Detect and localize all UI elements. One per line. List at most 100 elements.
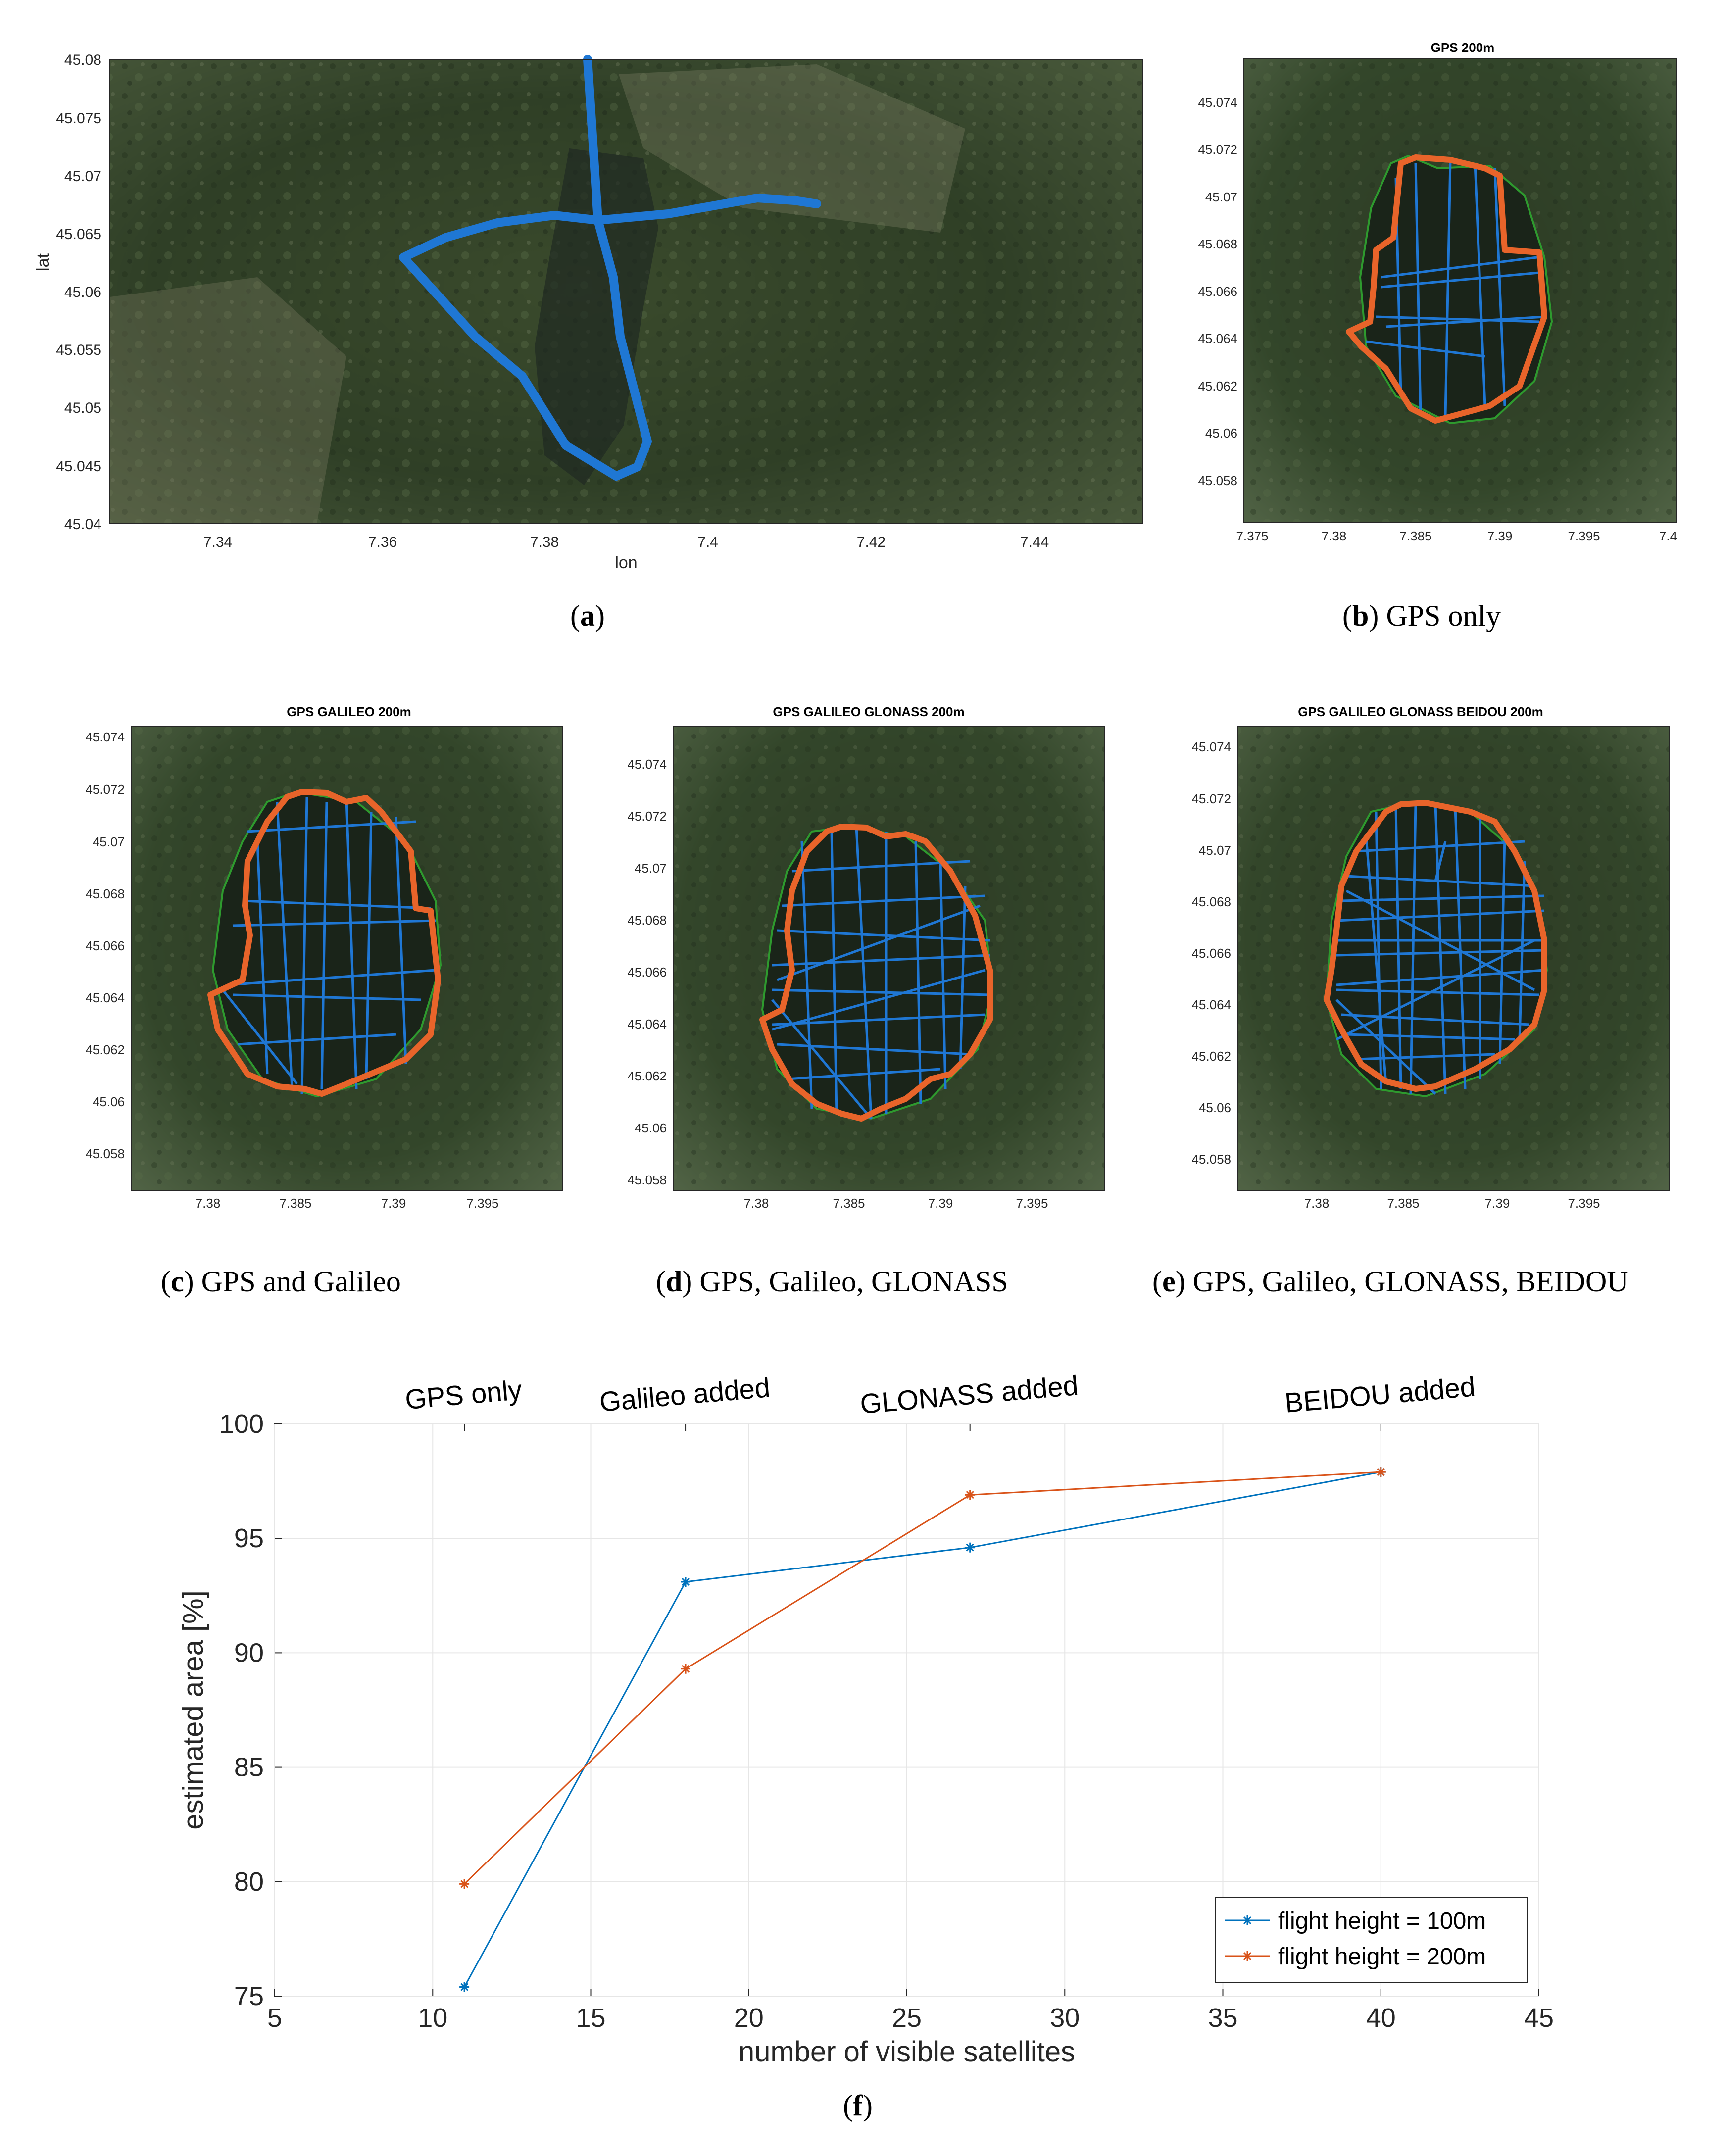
panel-a-ytick: 45.065	[56, 226, 101, 243]
panel-b-flight-lines	[1366, 160, 1545, 416]
x-tick-label: 20	[734, 2003, 764, 2033]
data-point	[1242, 1951, 1252, 1961]
panel-e-xtick: 7.39	[1485, 1196, 1510, 1211]
caption-c: (c) GPS and Galileo	[161, 1265, 401, 1298]
y-tick-label: 75	[234, 1981, 264, 2011]
panel-c-ytick: 45.07	[93, 834, 125, 849]
caption-c-text: GPS and Galileo	[201, 1265, 401, 1298]
panel-b-map: GPS 200m 45.074 45.072 45.07 45.068 45.0…	[1198, 40, 1677, 543]
panel-e-xtick: 7.385	[1387, 1196, 1419, 1211]
panel-d-xtick: 7.39	[928, 1196, 953, 1211]
panel-e-ytick: 45.064	[1191, 997, 1231, 1012]
y-ticks: 75 80 85 90 95 100	[219, 1409, 282, 2011]
data-point	[965, 1542, 975, 1553]
panel-b-ytick: 45.066	[1198, 284, 1237, 299]
panel-c-ytick: 45.058	[85, 1146, 125, 1161]
panel-e-title: GPS GALILEO GLONASS BEIDOU 200m	[1298, 704, 1543, 719]
y-tick-label: 85	[234, 1753, 264, 1782]
panel-e-ytick: 45.07	[1199, 843, 1231, 858]
x-tick-label: 15	[576, 2003, 605, 2033]
panel-a-ytick: 45.055	[56, 342, 101, 358]
x-tick-label: 40	[1366, 2003, 1396, 2033]
grid-lines	[274, 1423, 1539, 1997]
panel-e-ytick: 45.058	[1191, 1152, 1231, 1167]
panel-e-flight-lines	[1335, 804, 1545, 1095]
caption-d-text: GPS, Galileo, GLONASS	[699, 1265, 1008, 1298]
panel-d-ytick: 45.058	[627, 1173, 667, 1187]
panel-b-xtick: 7.375	[1236, 529, 1268, 543]
chart-ylabel: estimated area [%]	[177, 1590, 209, 1830]
panel-a-xtick: 7.34	[203, 534, 232, 550]
caption-f: (f)	[843, 2089, 873, 2122]
panel-a-town-area	[110, 277, 346, 524]
panel-a-xtick: 7.36	[368, 534, 397, 550]
x-tick-label: 35	[1208, 2003, 1237, 2033]
panel-c-axes-box	[131, 726, 563, 1191]
top-axis-labels: GPS only Galileo added GLONASS added BEIDOU…	[404, 1370, 1477, 1431]
data-point	[459, 1879, 470, 1889]
panel-d-flight-lines	[771, 826, 990, 1120]
panel-d-estimated-boundary	[759, 824, 993, 1122]
panel-e-ytick: 45.066	[1191, 946, 1231, 961]
top-axis-label: GLONASS added	[859, 1370, 1080, 1420]
chart-legend: flight height = 100m flight height = 200m	[1215, 1897, 1528, 1983]
y-tick-label: 90	[234, 1638, 264, 1667]
data-point	[459, 1982, 470, 1992]
panel-a-axes-box	[109, 59, 1143, 524]
panel-c-xtick: 7.39	[381, 1196, 406, 1211]
panel-b-yticks: 45.074 45.072 45.07 45.068 45.066 45.064…	[1198, 95, 1237, 488]
panel-e-xticks: 7.38 7.385 7.39 7.395	[1304, 1196, 1600, 1211]
panel-c-xtick: 7.38	[196, 1196, 221, 1211]
panel-c-xticks: 7.38 7.385 7.39 7.395	[196, 1196, 499, 1211]
panel-e-map: GPS GALILEO GLONASS BEIDOU 200m 45.074 4…	[1191, 704, 1670, 1211]
panel-e-xtick: 7.395	[1568, 1196, 1600, 1211]
panel-b-ytick: 45.06	[1205, 426, 1237, 441]
panel-d-ytick: 45.074	[627, 757, 667, 772]
panel-a-ytick: 45.075	[56, 110, 101, 127]
panel-b-xtick: 7.4	[1659, 529, 1677, 543]
top-axis-label: BEIDOU added	[1283, 1371, 1477, 1418]
legend-label: flight height = 200m	[1278, 1944, 1486, 1970]
legend-label: flight height = 100m	[1278, 1908, 1486, 1934]
panel-d-xtick: 7.385	[833, 1196, 865, 1211]
panel-c-estimated-boundary	[207, 789, 441, 1097]
panel-c-title: GPS GALILEO 200m	[287, 704, 411, 719]
panel-a-lake	[535, 148, 658, 485]
y-tick-label: 100	[219, 1409, 264, 1439]
x-tick-label: 45	[1524, 2003, 1554, 2033]
panel-a-xticks: 7.34 7.36 7.38 7.4 7.42 7.44	[203, 534, 1049, 550]
panel-e-ytick: 45.062	[1191, 1049, 1231, 1064]
panel-b-estimated-boundary	[1346, 154, 1547, 424]
caption-a: (a)	[570, 599, 605, 632]
x-tick-label: 5	[267, 2003, 282, 2033]
panel-d-ytick: 45.064	[627, 1017, 667, 1031]
panel-c-ytick: 45.064	[85, 990, 125, 1005]
y-tick-label: 95	[234, 1523, 264, 1553]
panel-c-ytick: 45.068	[85, 886, 125, 901]
panel-e-axes-box	[1237, 726, 1670, 1191]
panel-b-ytick: 45.058	[1198, 473, 1237, 488]
caption-e: (e) GPS, Galileo, GLONASS, BEIDOU	[1152, 1265, 1628, 1298]
panel-d-xtick: 7.395	[1016, 1196, 1048, 1211]
series-line-100m	[463, 1471, 1381, 1988]
panel-b-ytick: 45.074	[1198, 95, 1237, 110]
panel-b-title: GPS 200m	[1431, 40, 1495, 55]
panel-c-flight-lines	[222, 796, 436, 1094]
panel-c-xtick: 7.385	[279, 1196, 311, 1211]
panel-a-xtick: 7.44	[1020, 534, 1049, 550]
panel-e-ytick: 45.074	[1191, 739, 1231, 754]
x-tick-label: 10	[418, 2003, 447, 2033]
panel-e-ytick: 45.072	[1191, 791, 1231, 806]
panel-c-ytick: 45.06	[93, 1094, 125, 1109]
caption-f-letter: f	[852, 2089, 863, 2122]
panel-a-xlabel: lon	[615, 553, 637, 572]
panel-f-chart: 5 10 15 20 25 30 35 40 45 75 80 85 90 95 100 GPS only…	[177, 1370, 1554, 2068]
panel-c-ytick: 45.066	[85, 938, 125, 953]
panel-d-map: GPS GALILEO GLONASS 200m 45.074 45.072 4…	[627, 704, 1105, 1211]
panel-c-yticks: 45.074 45.072 45.07 45.068 45.066 45.064…	[85, 730, 125, 1161]
panel-a-flight-path	[399, 55, 821, 481]
panel-b-xtick: 7.38	[1322, 529, 1347, 543]
panel-c-reference-boundary	[211, 790, 442, 1098]
panel-b-xtick: 7.395	[1568, 529, 1600, 543]
